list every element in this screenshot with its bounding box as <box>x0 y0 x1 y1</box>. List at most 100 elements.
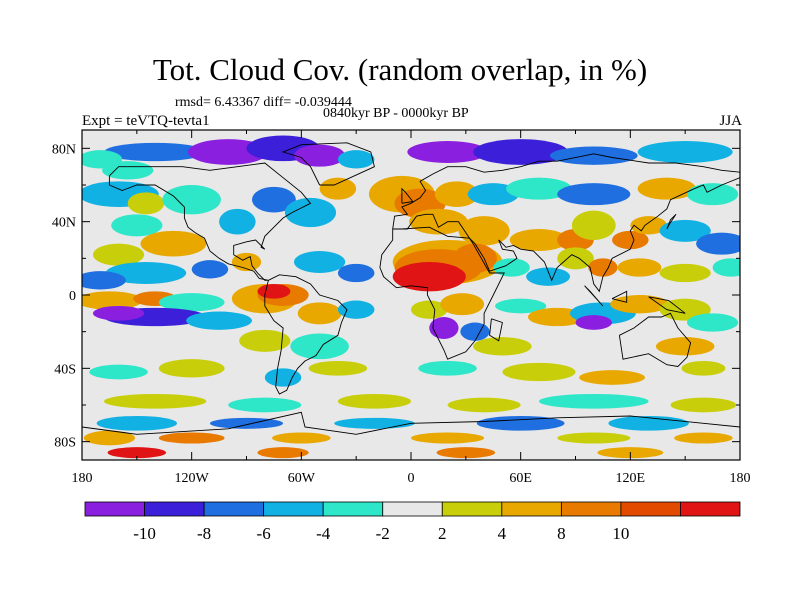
lat-tick-label: 0 <box>69 289 76 304</box>
colorbar-swatch-6 <box>441 501 503 517</box>
coastline-2 <box>281 142 375 186</box>
field-patch-96 <box>209 417 284 429</box>
field-patch-46 <box>392 262 466 292</box>
field-patch-10 <box>82 150 123 169</box>
coastline-12 <box>666 213 677 230</box>
field-patch-16 <box>284 197 337 228</box>
lon-tick-label: 0 <box>408 471 415 486</box>
field-patch-95 <box>96 416 178 431</box>
coastline-9 <box>611 290 628 303</box>
field-patch-100 <box>83 430 136 446</box>
field-patch-82 <box>158 359 225 378</box>
lon-tick-label: 120E <box>616 471 646 486</box>
field-patch-6 <box>407 141 488 163</box>
field-patch-7 <box>473 139 569 165</box>
season-label: JJA <box>719 113 742 129</box>
field-patch-24 <box>637 177 697 200</box>
lon-tick-label: 120W <box>175 471 210 486</box>
field-patch-51 <box>588 258 618 277</box>
field-patch-105 <box>674 432 733 444</box>
coastline-8 <box>584 285 604 307</box>
coastline-11 <box>489 318 503 342</box>
field-patch-86 <box>502 362 576 382</box>
field-patch-54 <box>712 258 740 277</box>
colorbar-swatch-4 <box>322 501 384 517</box>
field-patch-40 <box>191 260 229 279</box>
field-patch-107 <box>257 447 309 459</box>
colorbar-label: 10 <box>612 524 629 543</box>
field-patch-61 <box>297 302 342 325</box>
field-patch-57 <box>158 293 225 312</box>
coastline-5 <box>618 312 692 367</box>
field-patch-78 <box>290 333 349 360</box>
field-patch-101 <box>158 432 225 444</box>
colorbar-swatch-9 <box>620 501 681 517</box>
field-patch-14 <box>219 208 256 235</box>
field-patch-26 <box>111 214 163 237</box>
map-title: Tot. Cloud Cov. (random overlap, in %) <box>152 52 648 87</box>
field-patch-3 <box>294 144 346 167</box>
field-patch-29 <box>409 208 468 235</box>
field-patch-76 <box>686 313 739 332</box>
coastlines <box>82 142 740 435</box>
field-patch-53 <box>659 263 711 283</box>
field-patch-97 <box>334 417 415 429</box>
field-patch-89 <box>103 394 207 409</box>
field-patch-28 <box>92 243 145 266</box>
coastline-6 <box>82 411 740 435</box>
colorbar-label: -2 <box>376 524 390 543</box>
field-patch-33 <box>571 210 616 240</box>
field-patch-27 <box>140 230 207 257</box>
field-patch-52 <box>617 258 662 277</box>
stats-label: rmsd= 6.43367 diff= -0.039444 <box>175 95 352 110</box>
field-patch-94 <box>670 397 737 413</box>
field-patch-37 <box>696 232 740 255</box>
field-patch-5 <box>337 150 375 169</box>
field-patch-73 <box>575 315 613 330</box>
field-patch-63 <box>92 306 145 321</box>
coastline-0 <box>108 162 312 281</box>
lat-tick-label: 40S <box>54 362 76 377</box>
period-label: 0840kyr BP - 0000kyr BP <box>323 106 469 121</box>
field-patch-60 <box>257 284 291 299</box>
colorbar-swatch-10 <box>680 501 741 517</box>
field-patch-64 <box>186 311 252 330</box>
lon-tick-label: 180 <box>730 471 751 486</box>
field-patch-103 <box>411 432 485 444</box>
field-patch-65 <box>337 300 375 319</box>
field-patch-80 <box>655 337 715 356</box>
colorbar-label: 4 <box>498 524 507 543</box>
field-patch-39 <box>82 271 126 290</box>
field-patch-98 <box>476 416 565 431</box>
colorbar-swatch-5 <box>382 501 443 517</box>
coastline-10 <box>648 296 686 314</box>
colorbar-label: 2 <box>438 524 447 543</box>
colorbar-swatch-8 <box>560 501 622 517</box>
field-patch-38 <box>105 262 187 284</box>
field-patch-30 <box>458 216 510 246</box>
field-patch-23 <box>557 183 631 206</box>
lon-tick-label: 180 <box>72 471 93 486</box>
field-patch-68 <box>429 317 459 339</box>
field-patch-81 <box>89 364 148 380</box>
field-patch-85 <box>418 361 477 376</box>
colorbar-swatch-7 <box>501 501 562 517</box>
field-patch-88 <box>681 361 726 376</box>
field-patch-49 <box>526 267 571 286</box>
field-patch-8 <box>549 146 638 165</box>
field-patch-0 <box>103 142 207 162</box>
field-patch-66 <box>411 300 448 319</box>
field-patch-34 <box>612 230 649 250</box>
field-patch-67 <box>440 293 485 316</box>
field-patch-92 <box>447 397 521 413</box>
field-patch-22 <box>506 177 572 200</box>
field-patch-43 <box>337 263 375 283</box>
field-patch-20 <box>434 181 479 208</box>
coastline-7 <box>401 187 414 204</box>
field-patch-9 <box>637 141 733 163</box>
field-patch-83 <box>264 368 302 387</box>
field-patch-50 <box>557 247 594 270</box>
field-patch-108 <box>436 447 496 459</box>
colorbar-swatch-2 <box>203 501 265 517</box>
